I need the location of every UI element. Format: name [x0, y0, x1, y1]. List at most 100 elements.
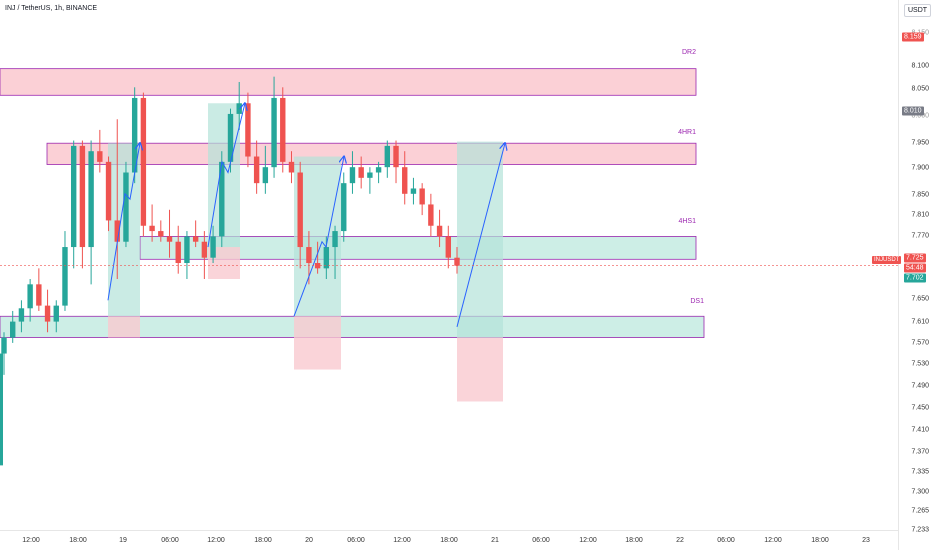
- projection-arrow-1: [107, 143, 140, 301]
- candle-body: [384, 145, 391, 168]
- candle-body: [184, 236, 190, 264]
- price-tick: 7.610: [911, 318, 929, 326]
- symbol-title[interactable]: INJ / TetherUS, 1h, BINANCE: [5, 5, 98, 12]
- price-tick: 8.100: [911, 62, 929, 70]
- time-tick: 06:00: [532, 537, 550, 544]
- candle-body: [18, 308, 25, 322]
- trade-stop-4: [457, 337, 503, 402]
- low-price-label: 7.702: [904, 273, 926, 283]
- candle-body: [375, 167, 382, 173]
- candle-body: [70, 145, 77, 248]
- time-tick: 06:00: [347, 537, 365, 544]
- candle-body: [297, 172, 303, 248]
- candle-body: [27, 284, 33, 309]
- candle-body: [288, 161, 295, 173]
- price-tick: 7.950: [911, 139, 929, 147]
- candle-body: [306, 247, 312, 264]
- time-tick: 12:00: [207, 537, 225, 544]
- price-tick: 7.300: [911, 488, 929, 496]
- time-tick: 12:00: [579, 537, 597, 544]
- projection-arrow-2: [207, 103, 245, 248]
- symbol-price-tag: INJUSDT: [872, 256, 902, 264]
- candle-body: [428, 204, 434, 226]
- time-tick: 18:00: [625, 537, 643, 544]
- candle-body: [192, 236, 199, 242]
- candle-body: [114, 220, 120, 242]
- time-tick: 12:00: [22, 537, 40, 544]
- candle-body: [158, 231, 164, 237]
- candle-body: [349, 167, 356, 184]
- price-tick: 8.050: [911, 85, 929, 93]
- zone-dr2: [0, 68, 697, 96]
- candle-body: [227, 113, 234, 162]
- candle-body: [201, 241, 208, 258]
- time-tick: 12:00: [393, 537, 411, 544]
- time-tick: 18:00: [69, 537, 87, 544]
- price-tick: 7.850: [911, 191, 929, 199]
- candle-body: [10, 321, 16, 338]
- price-tick: 7.265: [911, 507, 929, 515]
- price-tick: 7.410: [911, 426, 929, 434]
- time-axis[interactable]: 12:00 18:00 19 06:00 12:00 18:00 20 06:00 12:00 1…: [0, 530, 898, 551]
- zone-label-ds1: DS1: [690, 298, 704, 305]
- price-tick: 7.570: [911, 339, 929, 347]
- zone-label-4hs1: 4HS1: [678, 218, 696, 225]
- candle-body: [219, 161, 225, 237]
- time-tick: 20: [305, 537, 313, 544]
- currency-badge[interactable]: USDT: [904, 4, 932, 17]
- candle-body: [419, 188, 425, 205]
- candle-body: [262, 167, 269, 184]
- candle-body: [149, 225, 155, 232]
- current-price-label: 7.725: [904, 253, 926, 263]
- price-tick: 7.810: [911, 211, 929, 219]
- price-tick: 7.490: [911, 382, 929, 390]
- price-tick: 7.650: [911, 295, 929, 303]
- time-tick: 22: [676, 537, 684, 544]
- candle-body: [175, 241, 181, 264]
- candle-body: [271, 97, 277, 168]
- chart-canvas[interactable]: [0, 0, 898, 530]
- candle-body: [36, 284, 42, 306]
- zone-ds1: [0, 315, 705, 338]
- time-tick: 21: [491, 537, 499, 544]
- price-tick-partial: 8.000: [911, 112, 929, 120]
- candle-body: [454, 257, 460, 266]
- price-label-high: 8.159: [902, 32, 924, 42]
- candle-body: [123, 172, 129, 242]
- price-tick: 7.770: [911, 232, 929, 240]
- candle-body: [44, 305, 51, 322]
- candle-body: [53, 305, 59, 322]
- projection-arrow-4: [456, 143, 505, 328]
- zone-label-4hr1: 4HR1: [678, 129, 696, 136]
- price-tick: 7.335: [911, 468, 929, 476]
- trade-stop-3: [294, 316, 341, 370]
- candle-body: [253, 156, 260, 184]
- time-tick: 19: [119, 537, 127, 544]
- candle-body: [131, 97, 138, 173]
- time-tick: 23: [862, 537, 870, 544]
- candle-body: [88, 151, 94, 248]
- chart-area[interactable]: INJ / TetherUS, 1h, BINANCE DR2 4HR1 4HS…: [0, 0, 898, 530]
- candle-body: [97, 151, 103, 162]
- candle-body: [0, 353, 3, 466]
- price-label-mid: 8.010: [902, 106, 924, 116]
- price-tick: 7.900: [911, 164, 929, 172]
- price-tick: 7.530: [911, 360, 929, 368]
- candle-body: [402, 167, 408, 194]
- price-tick: 7.370: [911, 448, 929, 456]
- candle-body: [341, 183, 347, 232]
- candle-body: [436, 225, 443, 237]
- trade-stop-1: [108, 316, 140, 338]
- candle-body: [166, 236, 173, 242]
- time-tick: 18:00: [811, 537, 829, 544]
- candle-body: [332, 231, 338, 248]
- candle-body: [245, 103, 251, 157]
- candle-body: [323, 247, 330, 269]
- candle-body: [210, 236, 216, 258]
- countdown-label: 54:48: [904, 263, 926, 273]
- candle-body: [79, 145, 86, 248]
- projection-arrow-3: [293, 157, 344, 317]
- time-tick: 18:00: [440, 537, 458, 544]
- candle-body: [367, 172, 373, 178]
- zone-label-dr2: DR2: [681, 49, 696, 56]
